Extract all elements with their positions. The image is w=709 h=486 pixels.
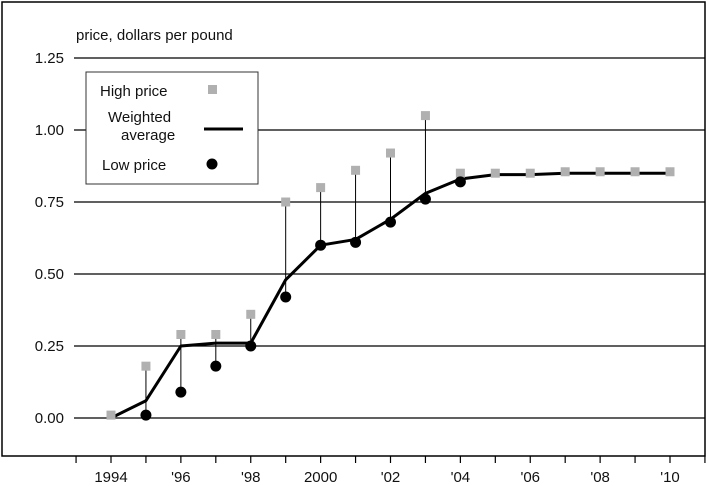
high-price-point bbox=[106, 410, 116, 420]
x-tick-label: '10 bbox=[660, 469, 680, 486]
high-price-markers bbox=[106, 111, 675, 420]
high-price-point bbox=[595, 167, 605, 177]
y-tick-label: 1.00 bbox=[35, 122, 64, 139]
y-axis-tick-labels: 0.00 0.25 0.50 0.75 1.00 1.25 bbox=[35, 50, 64, 427]
high-price-point bbox=[525, 168, 535, 178]
x-tick-label: '96 bbox=[171, 469, 191, 486]
low-price-point bbox=[350, 236, 362, 248]
x-axis: 1994 '96 '98 2000 '02 '04 '06 '08 '10 bbox=[75, 456, 706, 486]
high-price-point bbox=[351, 165, 361, 175]
y-tick-label: 0.25 bbox=[35, 338, 64, 355]
low-price-point bbox=[175, 386, 187, 398]
high-price-point bbox=[455, 168, 465, 178]
low-price-point bbox=[385, 216, 396, 228]
y-tick-label: 1.25 bbox=[35, 50, 64, 67]
x-tick-label: 1994 bbox=[94, 469, 127, 486]
low-price-point bbox=[210, 360, 222, 372]
low-price-point bbox=[315, 239, 327, 251]
legend: High price Weighted average Low price bbox=[85, 71, 259, 185]
low-price-point bbox=[245, 340, 257, 352]
x-tick-label: '08 bbox=[590, 469, 610, 486]
y-tick-label: 0.50 bbox=[35, 266, 64, 283]
high-price-point bbox=[316, 183, 326, 193]
x-tick-label: '02 bbox=[381, 469, 401, 486]
high-price-point bbox=[560, 167, 570, 177]
low-price-markers bbox=[140, 176, 466, 421]
legend-low-marker bbox=[206, 158, 218, 170]
high-price-point bbox=[420, 111, 430, 121]
x-tick-label: '06 bbox=[520, 469, 540, 486]
high-price-point bbox=[490, 168, 500, 178]
legend-high-marker bbox=[208, 85, 217, 94]
high-price-point bbox=[281, 197, 291, 207]
low-price-point bbox=[454, 176, 466, 188]
x-tick-label: '98 bbox=[241, 469, 261, 486]
legend-label-high: High price bbox=[100, 83, 168, 100]
x-tick-label: '04 bbox=[451, 469, 471, 486]
low-price-point bbox=[419, 193, 431, 205]
high-price-point bbox=[630, 167, 640, 177]
legend-label-low: Low price bbox=[102, 157, 166, 174]
low-price-point bbox=[140, 409, 152, 421]
y-tick-label: 0.00 bbox=[35, 410, 64, 427]
legend-label-avg: Weighted average bbox=[108, 109, 175, 144]
y-tick-label: 0.75 bbox=[35, 194, 64, 211]
y-axis-label: price, dollars per pound bbox=[76, 27, 233, 44]
high-price-point bbox=[176, 329, 186, 339]
high-price-point bbox=[665, 167, 675, 177]
x-tick-label: 2000 bbox=[304, 469, 337, 486]
high-price-point bbox=[246, 309, 256, 319]
high-price-point bbox=[211, 329, 221, 339]
high-price-point bbox=[386, 148, 395, 158]
high-price-point bbox=[141, 361, 151, 371]
low-price-point bbox=[280, 291, 292, 303]
plot-frame bbox=[1, 1, 706, 457]
